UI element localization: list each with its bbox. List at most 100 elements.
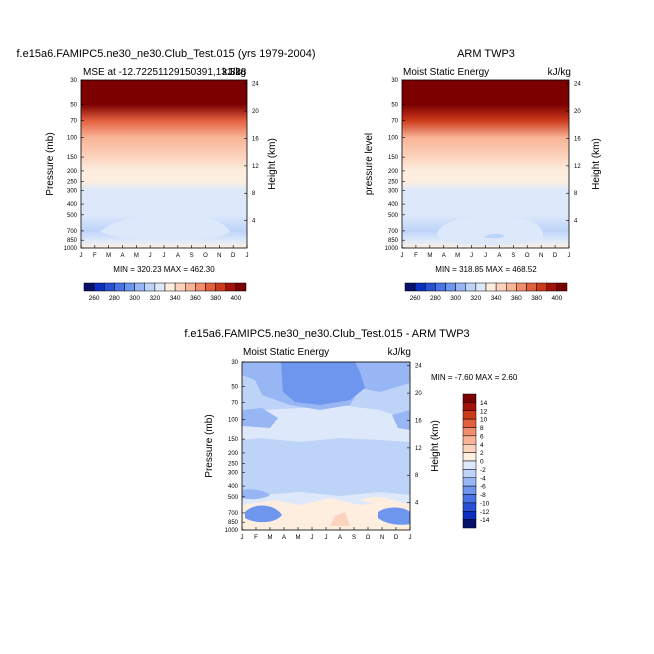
- y-tick-label: 850: [388, 238, 399, 244]
- colorbar-label: 380: [531, 295, 542, 302]
- y-tick-label: 400: [228, 484, 239, 490]
- colorbar-box: [435, 282, 446, 292]
- panel1-ylabel-right: Height (km): [267, 138, 278, 190]
- colorbar-label: 360: [511, 295, 522, 302]
- colorbar-box: [462, 511, 477, 520]
- panel2-min-contour: [484, 233, 505, 239]
- y-tick-label: 100: [228, 418, 239, 424]
- x-tick-label: J: [401, 253, 404, 259]
- colorbar-label: 320: [149, 295, 160, 302]
- y-right-tick-label: 24: [415, 364, 422, 370]
- y-tick-label: 150: [67, 155, 78, 161]
- y-right-tick-label: 12: [574, 164, 581, 170]
- y-right-tick-label: 8: [252, 191, 256, 197]
- panel1-right-label-overlap: 33: [230, 67, 242, 78]
- x-tick-label: M: [106, 253, 111, 259]
- colorbar-box: [556, 282, 568, 292]
- colorbar-box: [462, 477, 477, 487]
- panel2-right-label: kJ/kg: [548, 67, 571, 78]
- y-tick-label: 1000: [385, 246, 399, 252]
- x-tick-label: D: [231, 253, 236, 259]
- x-tick-label: A: [282, 535, 286, 541]
- colorbar-box: [475, 282, 487, 292]
- colorbar-label: 340: [491, 295, 502, 302]
- colorbar-box: [546, 282, 558, 292]
- y-right-tick-label: 20: [415, 391, 422, 397]
- y-right-tick-label: 20: [574, 109, 581, 115]
- panel2-left-label: Moist Static Energy: [403, 67, 489, 78]
- panel1-colorbar: 260 280 300 320 340 360 380 400: [83, 282, 247, 302]
- panel3-title: f.e15a6.FAMIPC5.ne30_ne30.Club_Test.015 …: [184, 328, 469, 340]
- x-tick-label: J: [246, 253, 249, 259]
- x-tick-label: J: [470, 253, 473, 259]
- colorbar-box: [144, 282, 156, 292]
- y-tick-label: 30: [70, 78, 77, 84]
- colorbar-label: 400: [230, 295, 241, 302]
- panel3-left-label: Moist Static Energy: [243, 347, 329, 358]
- y-right-tick-label: 4: [415, 501, 419, 507]
- colorbar-label: -6: [480, 484, 486, 491]
- y-tick-label: 700: [228, 511, 239, 517]
- y-right-tick-label: 24: [574, 82, 581, 88]
- colorbar-box: [462, 519, 477, 529]
- panel2-title: ARM TWP3: [457, 48, 515, 60]
- colorbar-box: [462, 469, 477, 478]
- y-right-tick-label: 8: [415, 473, 419, 479]
- panel1-title: f.e15a6.FAMIPC5.ne30_ne30.Club_Test.015 …: [16, 48, 315, 60]
- y-tick-label: 30: [231, 360, 238, 366]
- colorbar-box: [462, 435, 477, 445]
- colorbar-box: [225, 282, 237, 292]
- colorbar-box: [462, 452, 477, 462]
- panel2-ticks: J F M A M J J A S O N D J 30 50 70 100 150 200 250 300 400 500…: [385, 78, 582, 259]
- colorbar-box: [195, 282, 206, 292]
- x-tick-label: S: [190, 253, 194, 259]
- panel1-left-label: MSE at -12.72251129150391,131.18: [83, 67, 247, 78]
- colorbar-box: [235, 282, 247, 292]
- colorbar-box: [124, 282, 135, 292]
- panel3-plot-area: [242, 362, 410, 530]
- panel2-low-mse-contour: [437, 215, 544, 246]
- x-tick-label: M: [268, 535, 273, 541]
- y-tick-label: 700: [67, 229, 78, 235]
- x-tick-label: F: [414, 253, 418, 259]
- y-right-tick-label: 12: [415, 446, 422, 452]
- colorbar-box: [462, 402, 477, 411]
- panel1-right-label: kJ/kg: [223, 67, 246, 78]
- y-tick-label: 850: [228, 520, 239, 526]
- colorbar-label: 8: [480, 425, 484, 432]
- panel3-right-label: kJ/kg: [388, 347, 411, 358]
- y-tick-label: 200: [228, 451, 239, 457]
- y-tick-label: 150: [388, 155, 399, 161]
- panel1-ylabel: Pressure (mb): [45, 132, 56, 195]
- y-right-tick-label: 8: [574, 191, 578, 197]
- y-tick-label: 850: [67, 238, 78, 244]
- x-tick-label: M: [427, 253, 432, 259]
- colorbar-box: [462, 410, 477, 420]
- colorbar-label: -4: [480, 475, 486, 482]
- colorbar-box: [462, 427, 477, 437]
- colorbar-label: 300: [129, 295, 140, 302]
- panel3-ticks: J F M A M J J A S O N D J 30 50 70 100 150 200 250 300 400 500…: [225, 360, 423, 541]
- colorbar-box: [462, 418, 477, 428]
- colorbar-box: [425, 282, 436, 292]
- colorbar-box: [462, 502, 477, 512]
- x-tick-label: A: [442, 253, 446, 259]
- panel3-minmax: MIN = -7.60 MAX = 2.60: [431, 373, 518, 382]
- x-tick-label: N: [380, 535, 384, 541]
- x-tick-label: D: [394, 535, 399, 541]
- colorbar-box: [462, 444, 477, 453]
- colorbar-box: [462, 485, 477, 495]
- x-tick-label: J: [311, 535, 314, 541]
- y-tick-label: 100: [388, 136, 399, 142]
- x-tick-label: O: [203, 253, 208, 259]
- x-tick-label: J: [325, 535, 328, 541]
- x-tick-label: M: [296, 535, 301, 541]
- x-tick-label: N: [217, 253, 221, 259]
- y-tick-label: 500: [388, 213, 399, 219]
- colorbar-box: [526, 282, 537, 292]
- colorbar-box: [83, 282, 95, 292]
- panel3-ylabel: Pressure (mb): [204, 414, 215, 477]
- x-tick-label: M: [134, 253, 139, 259]
